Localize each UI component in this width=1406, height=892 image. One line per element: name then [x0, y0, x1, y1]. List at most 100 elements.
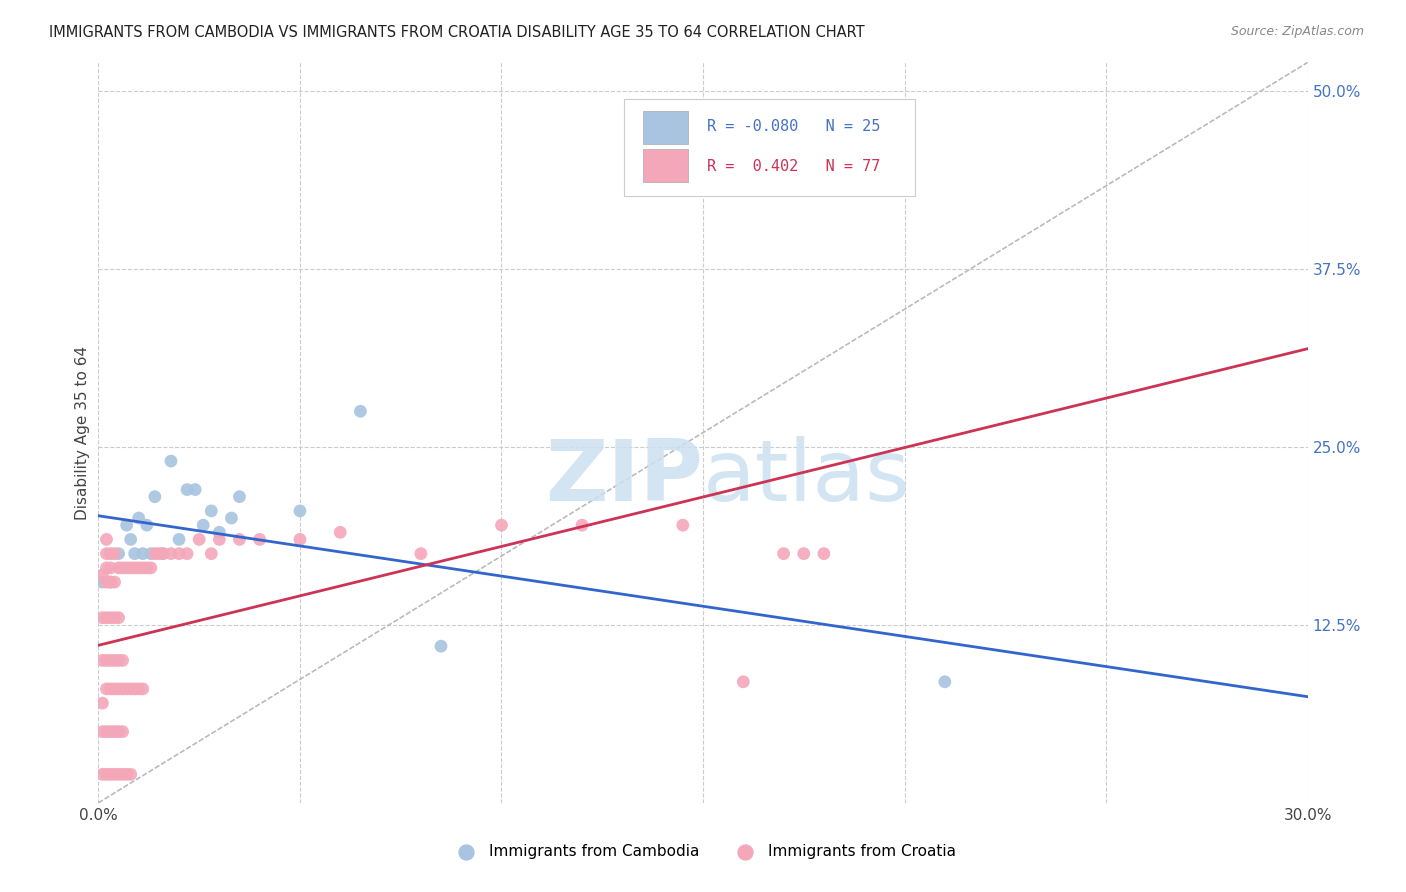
Point [152, 547, 174, 561]
Point [139, 561, 162, 575]
Point [160, 454, 183, 468]
Point [329, 525, 352, 540]
Point [91, 653, 114, 667]
Point [349, 404, 371, 418]
Point [184, 483, 207, 497]
Point [111, 724, 134, 739]
Point [228, 533, 250, 547]
Point [103, 610, 125, 624]
Point [193, 518, 215, 533]
Point [100, 561, 122, 575]
Point [100, 681, 122, 696]
Point [111, 561, 134, 575]
Point [128, 561, 150, 575]
Point [132, 561, 155, 575]
Point [120, 561, 142, 575]
Point [107, 724, 129, 739]
Point [124, 681, 146, 696]
Point [120, 533, 142, 547]
Point [96, 561, 118, 575]
Point [143, 490, 166, 504]
Text: IMMIGRANTS FROM CAMBODIA VS IMMIGRANTS FROM CROATIA DISABILITY AGE 35 TO 64 CORR: IMMIGRANTS FROM CAMBODIA VS IMMIGRANTS F… [49, 25, 865, 40]
Point [103, 653, 125, 667]
Point [128, 511, 150, 525]
FancyBboxPatch shape [643, 111, 689, 144]
Point [103, 575, 125, 590]
Point [96, 724, 118, 739]
Point [288, 504, 311, 518]
Point [793, 547, 815, 561]
Point [91, 575, 114, 590]
Point [143, 547, 166, 561]
Point [96, 610, 118, 624]
Point [934, 674, 956, 689]
Point [115, 767, 138, 781]
Point [91, 724, 114, 739]
Point [139, 547, 162, 561]
Point [100, 767, 122, 781]
Text: R =  0.402   N = 77: R = 0.402 N = 77 [707, 159, 880, 174]
Point [107, 610, 129, 624]
Point [96, 681, 118, 696]
Point [148, 547, 170, 561]
Point [132, 547, 155, 561]
Point [167, 533, 190, 547]
Point [571, 518, 593, 533]
Point [91, 568, 114, 582]
Point [96, 653, 118, 667]
Point [120, 767, 142, 781]
Point [100, 575, 122, 590]
Point [96, 547, 118, 561]
Point [107, 561, 129, 575]
Point [733, 674, 755, 689]
Text: atlas: atlas [703, 435, 911, 518]
Point [167, 547, 190, 561]
Text: R = -0.080   N = 25: R = -0.080 N = 25 [707, 120, 880, 135]
Point [128, 681, 150, 696]
Point [96, 533, 118, 547]
Point [208, 525, 231, 540]
Point [100, 724, 122, 739]
Legend: Immigrants from Cambodia, Immigrants from Croatia: Immigrants from Cambodia, Immigrants fro… [444, 838, 962, 865]
Point [111, 681, 134, 696]
Point [100, 610, 122, 624]
Point [152, 547, 174, 561]
Point [135, 518, 157, 533]
Point [100, 547, 122, 561]
Point [103, 681, 125, 696]
Point [813, 547, 835, 561]
Point [176, 547, 198, 561]
Point [107, 681, 129, 696]
Point [115, 518, 138, 533]
Point [491, 518, 513, 533]
Point [288, 533, 311, 547]
Point [176, 483, 198, 497]
Point [91, 696, 114, 710]
Point [107, 547, 129, 561]
Point [409, 547, 432, 561]
Point [103, 724, 125, 739]
Text: ZIP: ZIP [546, 435, 703, 518]
Point [115, 561, 138, 575]
Point [124, 561, 146, 575]
Text: Source: ZipAtlas.com: Source: ZipAtlas.com [1230, 25, 1364, 38]
Point [208, 533, 231, 547]
Point [103, 547, 125, 561]
FancyBboxPatch shape [643, 149, 689, 182]
Point [111, 767, 134, 781]
Point [188, 533, 211, 547]
Point [100, 575, 122, 590]
Point [135, 561, 157, 575]
Point [772, 547, 794, 561]
Point [111, 653, 134, 667]
Point [221, 511, 243, 525]
Point [124, 547, 146, 561]
Point [103, 767, 125, 781]
Point [132, 681, 155, 696]
Point [249, 533, 271, 547]
Point [672, 518, 695, 533]
Point [228, 490, 250, 504]
Point [200, 547, 222, 561]
Point [100, 653, 122, 667]
Point [91, 767, 114, 781]
